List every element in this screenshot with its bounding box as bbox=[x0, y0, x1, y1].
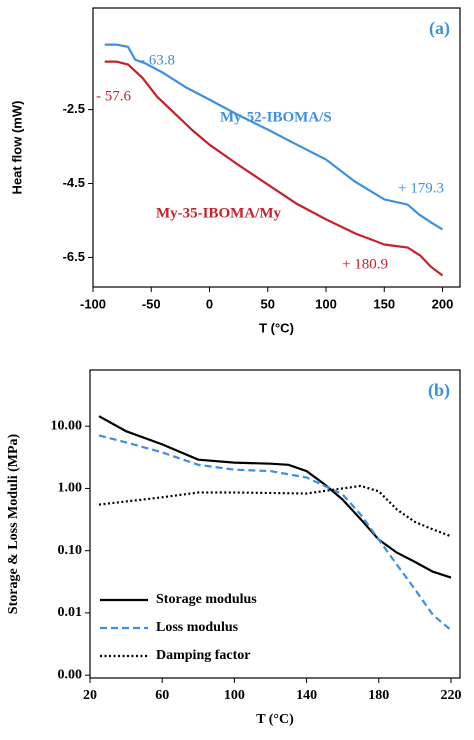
x-tick-label: -100 bbox=[80, 296, 106, 311]
y-tick-label: 10.00 bbox=[51, 418, 83, 433]
annotation: + 180.9 bbox=[342, 256, 388, 272]
x-tick-label: 20 bbox=[83, 688, 97, 703]
annotation: - 63.8 bbox=[140, 52, 175, 68]
annotation: My-52-IBOMA/S bbox=[220, 109, 332, 125]
y-tick-label: 1.00 bbox=[58, 481, 83, 496]
plot-frame bbox=[89, 369, 461, 679]
series-line bbox=[98, 434, 452, 631]
plot-frame bbox=[92, 7, 461, 288]
y-tick-label: 0.01 bbox=[58, 605, 83, 620]
y-tick-label: 0.10 bbox=[58, 543, 83, 558]
y-axis-title: Heat flow (mW) bbox=[9, 101, 24, 195]
x-tick-label: 50 bbox=[261, 296, 275, 311]
annotation: - 57.6 bbox=[96, 88, 131, 104]
annotation: + 179.3 bbox=[398, 180, 444, 196]
y-tick-label: 0.00 bbox=[58, 667, 83, 682]
y-tick-label: -2.5 bbox=[63, 101, 85, 116]
x-tick-label: 60 bbox=[155, 688, 169, 703]
series-line bbox=[104, 60, 444, 277]
legend-label: Damping factor bbox=[156, 648, 251, 663]
panel-label: (b) bbox=[428, 380, 450, 401]
legend-label: Storage modulus bbox=[156, 592, 257, 607]
y-tick-label: -6.5 bbox=[63, 249, 85, 264]
panel-label: (a) bbox=[429, 18, 450, 39]
x-axis-title: T (°C) bbox=[256, 712, 294, 727]
series-line bbox=[98, 484, 452, 538]
x-tick-label: -50 bbox=[142, 296, 161, 311]
x-tick-label: 140 bbox=[296, 688, 317, 703]
y-tick-label: -4.5 bbox=[63, 175, 85, 190]
x-axis-title: T (°C) bbox=[259, 320, 294, 335]
x-tick-label: 100 bbox=[224, 688, 245, 703]
y-axis-title: Storage & Loss Moduli (MPa) bbox=[6, 433, 21, 614]
legend-label: Loss modulus bbox=[156, 620, 239, 635]
x-tick-label: 0 bbox=[206, 296, 213, 311]
x-tick-label: 200 bbox=[432, 296, 454, 311]
x-tick-label: 150 bbox=[373, 296, 395, 311]
x-tick-label: 100 bbox=[315, 296, 337, 311]
series-line bbox=[104, 43, 444, 231]
annotation: My-35-IBOMA/My bbox=[156, 205, 281, 221]
series-line bbox=[98, 415, 452, 579]
x-tick-label: 180 bbox=[368, 688, 389, 703]
x-tick-label: 220 bbox=[440, 688, 461, 703]
